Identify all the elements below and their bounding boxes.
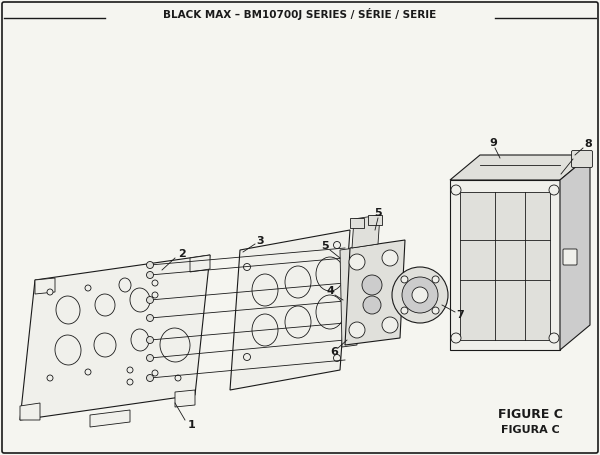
FancyBboxPatch shape bbox=[563, 249, 577, 265]
Polygon shape bbox=[450, 180, 560, 350]
Text: 5: 5 bbox=[374, 208, 382, 218]
Text: 3: 3 bbox=[256, 236, 264, 246]
Ellipse shape bbox=[94, 333, 116, 357]
Circle shape bbox=[85, 285, 91, 291]
Polygon shape bbox=[190, 255, 210, 272]
Text: 5: 5 bbox=[321, 241, 329, 251]
Circle shape bbox=[146, 314, 154, 322]
Circle shape bbox=[244, 263, 251, 271]
Text: BLACK MAX – BM10700J SERIES / SÉRIE / SERIE: BLACK MAX – BM10700J SERIES / SÉRIE / SE… bbox=[163, 8, 437, 20]
Text: FIGURE C: FIGURE C bbox=[497, 409, 562, 421]
Polygon shape bbox=[460, 192, 550, 340]
Circle shape bbox=[127, 379, 133, 385]
Circle shape bbox=[152, 370, 158, 376]
Text: 6: 6 bbox=[330, 347, 338, 357]
Circle shape bbox=[363, 296, 381, 314]
Ellipse shape bbox=[160, 328, 190, 362]
Polygon shape bbox=[90, 410, 130, 427]
Polygon shape bbox=[175, 390, 195, 407]
Circle shape bbox=[146, 337, 154, 344]
Text: 1: 1 bbox=[188, 420, 196, 430]
Ellipse shape bbox=[252, 314, 278, 346]
Circle shape bbox=[432, 276, 439, 283]
Ellipse shape bbox=[131, 329, 149, 351]
Circle shape bbox=[451, 333, 461, 343]
Ellipse shape bbox=[316, 257, 344, 291]
Circle shape bbox=[334, 354, 341, 362]
Polygon shape bbox=[352, 215, 380, 248]
Polygon shape bbox=[345, 240, 405, 345]
Circle shape bbox=[349, 254, 365, 270]
Polygon shape bbox=[35, 278, 55, 294]
Circle shape bbox=[146, 297, 154, 303]
Circle shape bbox=[47, 375, 53, 381]
Text: 4: 4 bbox=[326, 286, 334, 296]
Ellipse shape bbox=[316, 295, 344, 329]
Polygon shape bbox=[340, 248, 357, 347]
Circle shape bbox=[244, 354, 251, 360]
Circle shape bbox=[392, 267, 448, 323]
Circle shape bbox=[146, 272, 154, 278]
Circle shape bbox=[432, 307, 439, 314]
Circle shape bbox=[401, 276, 408, 283]
Ellipse shape bbox=[119, 278, 131, 292]
Text: 9: 9 bbox=[489, 138, 497, 148]
Circle shape bbox=[451, 185, 461, 195]
Ellipse shape bbox=[285, 306, 311, 338]
Circle shape bbox=[549, 333, 559, 343]
Circle shape bbox=[362, 275, 382, 295]
Ellipse shape bbox=[252, 274, 278, 306]
Circle shape bbox=[152, 292, 158, 298]
Circle shape bbox=[47, 289, 53, 295]
Ellipse shape bbox=[130, 288, 150, 312]
Circle shape bbox=[146, 354, 154, 362]
Ellipse shape bbox=[55, 335, 81, 365]
Circle shape bbox=[412, 287, 428, 303]
Circle shape bbox=[549, 185, 559, 195]
Ellipse shape bbox=[285, 266, 311, 298]
Circle shape bbox=[401, 307, 408, 314]
Circle shape bbox=[382, 317, 398, 333]
Circle shape bbox=[152, 280, 158, 286]
Circle shape bbox=[175, 375, 181, 381]
Circle shape bbox=[349, 322, 365, 338]
Polygon shape bbox=[230, 230, 350, 390]
Text: 2: 2 bbox=[178, 249, 186, 259]
Polygon shape bbox=[20, 403, 40, 420]
Circle shape bbox=[127, 367, 133, 373]
Polygon shape bbox=[20, 255, 210, 420]
Polygon shape bbox=[450, 155, 590, 180]
Polygon shape bbox=[560, 155, 590, 350]
Circle shape bbox=[85, 369, 91, 375]
Circle shape bbox=[146, 262, 154, 268]
Text: 7: 7 bbox=[456, 310, 464, 320]
Ellipse shape bbox=[56, 296, 80, 324]
Ellipse shape bbox=[95, 294, 115, 316]
Circle shape bbox=[402, 277, 438, 313]
Circle shape bbox=[334, 242, 341, 248]
FancyBboxPatch shape bbox=[571, 151, 593, 167]
Bar bbox=[368, 215, 382, 225]
Circle shape bbox=[382, 250, 398, 266]
Circle shape bbox=[146, 374, 154, 381]
Text: 8: 8 bbox=[584, 139, 592, 149]
Bar bbox=[350, 218, 364, 228]
Text: FIGURA C: FIGURA C bbox=[500, 425, 559, 435]
